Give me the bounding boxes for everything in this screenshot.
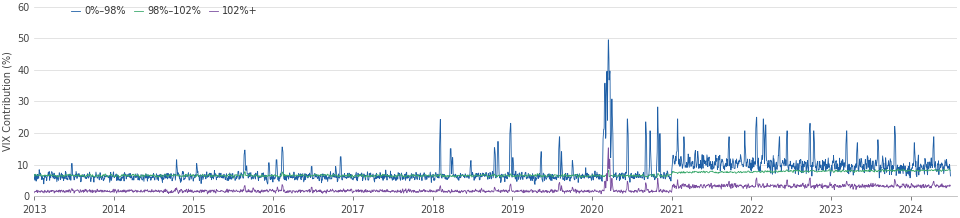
- Line: 98%–102%: 98%–102%: [35, 169, 950, 178]
- Y-axis label: VIX Contribution (%): VIX Contribution (%): [3, 51, 12, 152]
- Line: 0%–98%: 0%–98%: [35, 40, 950, 184]
- Legend: 0%–98%, 98%–102%, 102%+: 0%–98%, 98%–102%, 102%+: [67, 2, 262, 20]
- Line: 102%+: 102%+: [35, 148, 950, 194]
